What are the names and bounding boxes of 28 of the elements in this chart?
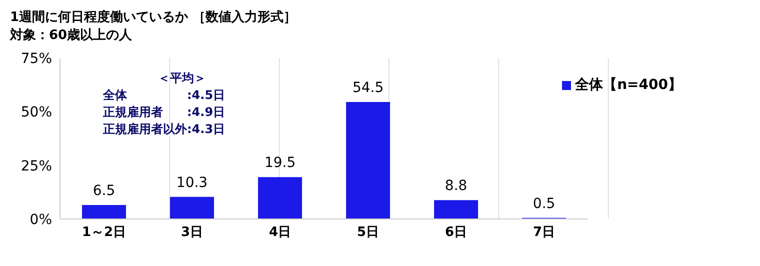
data-label: 6.5 (92, 183, 116, 200)
annotation: 正規雇用者 :4.9日 (103, 104, 226, 121)
data-label: 0.5 (532, 196, 556, 212)
annotation: 全体 :4.5日 (103, 87, 226, 104)
data-label: 54.5 (352, 80, 384, 96)
chart-subtitle: 対象：60歳以上の人 (10, 26, 132, 44)
annotation: ＜平均＞ (157, 70, 207, 87)
bar (346, 102, 390, 219)
bar (82, 205, 126, 219)
annotation: 正規雇用者以外:4.3日 (103, 121, 226, 138)
chart-title: 1週間に何日程度働いているか ［数値入力形式］ (10, 8, 297, 26)
y-tick-label: 50% (20, 104, 52, 121)
bar (258, 177, 302, 219)
x-tick-label: 1～2日 (82, 225, 126, 240)
y-tick-label: 0% (30, 212, 52, 228)
y-tick-label: 75% (20, 50, 52, 67)
bar (434, 200, 478, 219)
x-tick-label: 3日 (180, 225, 204, 240)
bar (170, 196, 214, 219)
x-tick-label: 7日 (533, 225, 556, 240)
x-tick-label: 6日 (445, 225, 468, 240)
legend-label: 全体【n=400】 (575, 77, 682, 93)
data-label: 8.8 (444, 178, 468, 194)
data-label: 19.5 (264, 155, 296, 172)
data-label: 10.3 (176, 174, 208, 191)
x-tick-label: 5日 (357, 225, 380, 240)
x-tick-label: 4日 (269, 225, 292, 240)
y-tick-label: 25% (20, 158, 52, 174)
